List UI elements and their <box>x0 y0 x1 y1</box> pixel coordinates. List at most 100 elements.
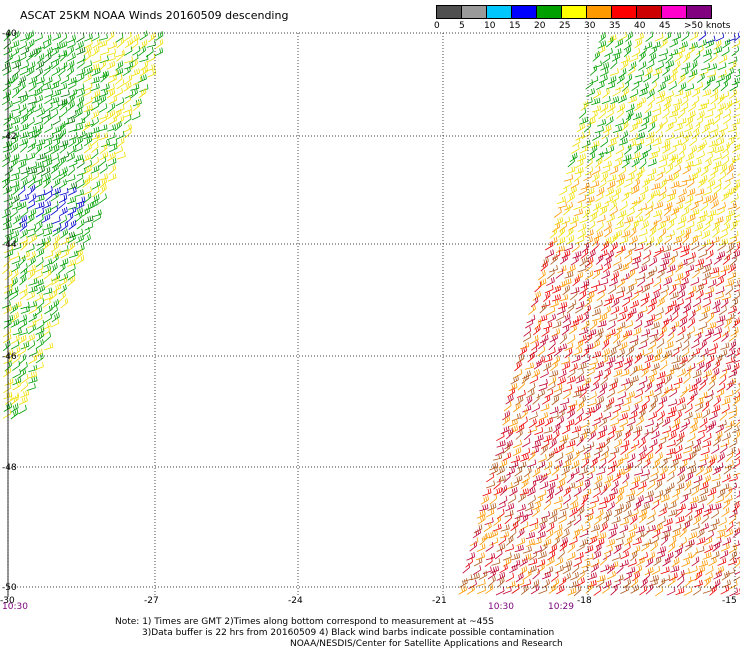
wind-barb <box>564 243 573 252</box>
wind-barb <box>727 557 737 566</box>
wind-barb <box>59 33 68 44</box>
wind-barb <box>662 65 670 76</box>
wind-barb <box>649 220 658 231</box>
wind-barb <box>589 75 599 85</box>
wind-barb <box>604 545 613 555</box>
wind-barb <box>726 164 734 175</box>
wind-barb <box>544 416 553 427</box>
wind-barb <box>596 214 606 223</box>
wind-barb <box>732 317 740 329</box>
wind-barb <box>599 382 608 393</box>
wind-barb <box>68 137 77 148</box>
wind-barb <box>553 388 563 398</box>
wind-barb <box>702 187 712 196</box>
wind-barb <box>74 211 83 223</box>
wind-barb <box>614 430 622 441</box>
wind-barb <box>26 61 36 71</box>
wind-barb <box>662 417 671 427</box>
wind-barb <box>12 214 21 225</box>
wind-barb <box>548 264 558 273</box>
wind-barb <box>726 137 735 148</box>
wind-barb <box>629 226 637 238</box>
wind-barb <box>658 507 667 517</box>
wind-barb <box>563 520 572 532</box>
wind-barb <box>36 165 45 175</box>
wind-barb <box>98 114 107 125</box>
wind-barb <box>713 46 723 55</box>
wind-barb <box>687 213 696 223</box>
wind-barb <box>730 326 739 337</box>
wind-barb <box>28 167 38 175</box>
wind-barb <box>559 540 568 552</box>
wind-barb <box>66 116 76 125</box>
wind-barb <box>652 528 661 539</box>
wind-barb <box>712 299 721 310</box>
wind-barb <box>683 552 693 561</box>
wind-barb <box>624 178 633 188</box>
wind-barb <box>584 343 594 351</box>
wind-barb <box>629 199 638 210</box>
wind-barb <box>587 152 596 163</box>
wind-barb <box>595 327 604 337</box>
wind-barb <box>60 151 69 160</box>
wind-barb <box>682 89 692 99</box>
wind-barb <box>578 186 588 196</box>
wind-barb <box>667 398 678 407</box>
wind-barb <box>59 187 69 196</box>
wind-barb <box>720 483 730 492</box>
wind-barb <box>696 110 705 121</box>
wind-barb <box>614 38 624 48</box>
wind-barb <box>626 417 636 427</box>
wind-barb <box>549 333 558 343</box>
wind-barb <box>707 146 717 154</box>
wind-barb <box>83 143 92 154</box>
wind-barb <box>627 65 636 76</box>
wind-barb <box>606 356 616 364</box>
wind-barb <box>553 496 563 505</box>
wind-barb <box>489 537 499 546</box>
wind-barb <box>522 438 531 448</box>
wind-barb <box>710 93 719 105</box>
wind-barb <box>26 223 37 232</box>
wind-barb <box>592 201 602 212</box>
wind-barb <box>98 33 108 41</box>
wind-barb <box>701 238 711 247</box>
wind-barb <box>57 65 66 77</box>
wind-barb <box>496 571 506 581</box>
wind-barb <box>602 262 611 273</box>
wind-barb <box>687 72 695 83</box>
wind-barb <box>705 565 714 576</box>
wind-barb <box>662 144 671 154</box>
wind-barb <box>555 565 564 574</box>
wind-barb <box>540 260 548 272</box>
wind-barb <box>10 403 19 413</box>
wind-barb <box>633 319 643 330</box>
wind-barb <box>35 339 44 349</box>
wind-barb <box>638 123 648 132</box>
wind-barb <box>107 152 116 162</box>
wind-barb <box>634 32 644 41</box>
wind-barb <box>623 429 631 441</box>
wind-barb <box>570 179 580 189</box>
wind-barb <box>666 264 676 273</box>
wind-barb <box>640 473 649 484</box>
wind-barb <box>60 249 69 259</box>
wind-barb <box>537 278 547 288</box>
wind-barb <box>628 523 638 533</box>
wind-barb <box>734 496 740 504</box>
wind-barb <box>588 285 598 294</box>
wind-barb <box>35 207 45 218</box>
wind-barb <box>656 410 665 421</box>
wind-barb <box>639 150 648 161</box>
wind-barb <box>90 76 100 84</box>
lon-label: -18 <box>577 596 592 606</box>
wind-barb <box>605 187 614 197</box>
wind-barb <box>562 313 571 324</box>
wind-barb <box>552 422 561 434</box>
wind-barb <box>665 122 674 132</box>
wind-barb <box>490 565 500 574</box>
wind-barb <box>594 300 603 309</box>
wind-barb <box>661 530 671 540</box>
wind-barb <box>675 262 683 273</box>
wind-barb <box>41 166 51 176</box>
